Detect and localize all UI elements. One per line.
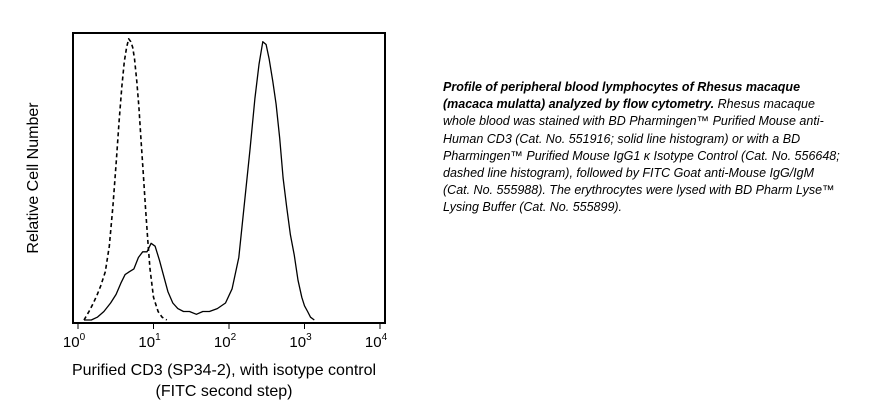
x-tick-label: 100 [63,332,86,351]
cd3-histogram [84,41,315,321]
caption-title: Profile of peripheral blood lymphocytes … [443,80,801,112]
x-axis-ticks: 100 101 102 103 104 [63,323,388,351]
y-axis-label: Relative Cell Number [25,102,42,254]
caption-body: Rhesus macaque whole blood was stained w… [443,97,840,215]
histogram-chart: 100 101 102 103 104 Relative Cell Number Pur… [25,32,388,400]
x-tick-label: 102 [214,332,237,351]
isotype-control-histogram [83,38,168,321]
figure-caption: Profile of peripheral blood lymphocytes … [443,79,843,217]
x-axis-label-line-2: (FITC second step) [156,383,293,400]
x-tick-label: 101 [138,332,161,351]
series-layer [83,38,315,321]
plot-frame [72,32,386,324]
x-tick-label: 103 [289,332,312,351]
x-tick-label: 104 [365,332,388,351]
x-axis-label-line-1: Purified CD3 (SP34-2), with isotype cont… [72,362,376,379]
